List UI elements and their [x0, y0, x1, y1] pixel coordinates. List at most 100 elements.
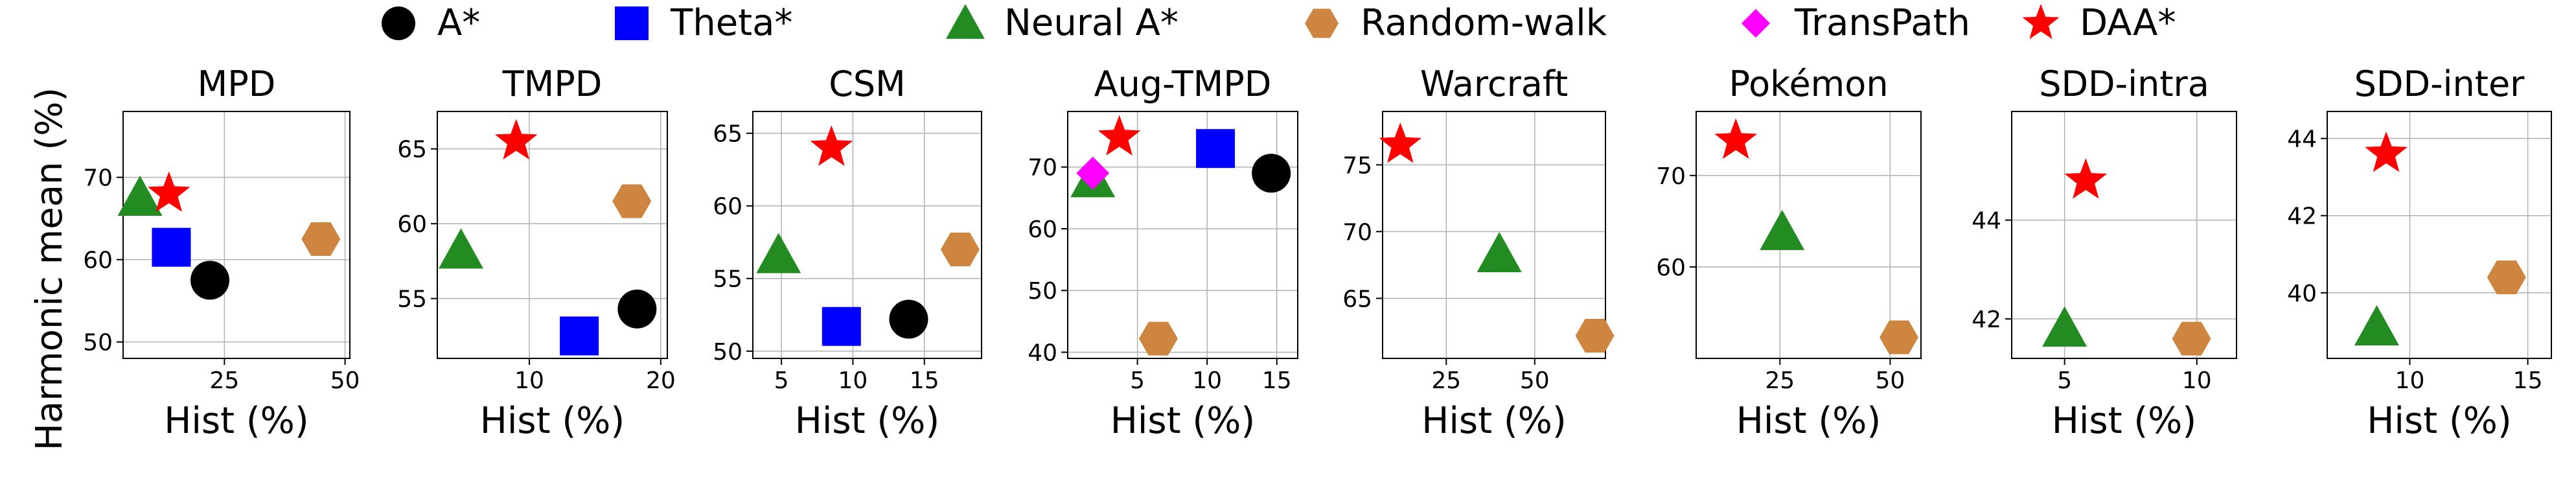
neural-a-star-point — [2354, 305, 2399, 345]
panel-frame — [437, 111, 668, 359]
legend-label: A* — [437, 2, 480, 44]
daa-star-point — [147, 171, 190, 212]
a-star-point — [1252, 154, 1291, 193]
x-tick-label: 25 — [1765, 367, 1795, 394]
y-tick-label: 65 — [1342, 286, 1372, 312]
y-tick-label: 60 — [1656, 255, 1686, 281]
data-points — [439, 119, 657, 356]
x-axis-label: Hist (%) — [795, 400, 940, 442]
x-tick-label: 15 — [910, 367, 939, 394]
neural-a-star-point — [1477, 231, 1522, 272]
random-walk-point — [2487, 261, 2526, 294]
a-star-point — [190, 261, 230, 300]
panel-title: Warcraft — [1420, 64, 1568, 104]
transpath-point — [1076, 156, 1110, 190]
x-tick-label: 50 — [1520, 367, 1550, 394]
panel-7: 10 15 40 42 44 SDD-inter Hist (%) — [2287, 64, 2552, 442]
legend-item-random_walk: Random-walk — [1305, 2, 1607, 44]
panel-4: 25 50 65 70 75 Warcraft Hist (%) — [1342, 64, 1615, 442]
neural-a-star-point — [439, 228, 484, 269]
y-tick-label: 60 — [83, 248, 113, 274]
y-tick-label: 42 — [2287, 204, 2317, 230]
panel-title: SDD-inter — [2354, 64, 2525, 104]
panel-title: Aug-TMPD — [1094, 64, 1272, 104]
y-axis-label: Harmonic mean (%) — [29, 87, 71, 450]
x-tick-label: 10 — [1192, 367, 1222, 394]
a-star-legend-marker — [382, 6, 415, 40]
legend-label: TransPath — [1794, 2, 1970, 44]
panel-frame — [2327, 111, 2552, 359]
x-tick-label: 5 — [1130, 367, 1145, 394]
random-walk-point — [1138, 321, 1178, 356]
random-walk-point — [1575, 319, 1615, 353]
y-tick-label: 60 — [1028, 216, 1057, 243]
legend-item-theta_star: Theta* — [615, 2, 792, 44]
x-tick-label: 50 — [1875, 367, 1905, 394]
panel-0: 25 50 50 60 70 MPD Hist (%) — [83, 64, 360, 442]
y-tick-label: 65 — [713, 121, 742, 148]
panel-title: Pokémon — [1729, 64, 1888, 104]
x-tick-label: 15 — [1262, 367, 1292, 394]
random-walk-point — [2172, 321, 2211, 356]
x-tick-label: 15 — [2513, 367, 2543, 394]
y-tick-label: 70 — [83, 165, 113, 192]
y-tick-label: 60 — [397, 211, 427, 238]
panel-6: 5 10 42 44 SDD-intra Hist (%) — [1972, 64, 2237, 442]
x-tick-label: 5 — [2057, 367, 2072, 394]
panel-3: 5 10 15 40 50 60 70 Aug-TMPD Hist (%) — [1028, 64, 1298, 442]
x-tick-label: 50 — [330, 367, 360, 394]
y-tick-label: 50 — [713, 339, 742, 366]
x-axis-label: Hist (%) — [480, 400, 625, 442]
daa-star-point — [1379, 122, 1422, 163]
neural-a-star-point — [756, 233, 801, 273]
x-axis-label: Hist (%) — [2052, 400, 2197, 442]
legend: A* Theta* Neural A* Random-walk TransPath DAA… — [382, 2, 2176, 44]
y-tick-label: 40 — [2287, 281, 2317, 307]
y-tick-label: 55 — [713, 266, 742, 293]
legend-item-neural_a_star: Neural A* — [946, 2, 1179, 44]
panel-frame — [752, 111, 982, 359]
panel-frame — [122, 111, 351, 359]
theta-star-point — [1196, 129, 1236, 169]
legend-item-daa_star: DAA* — [2022, 2, 2176, 44]
daa-star-point — [494, 119, 538, 160]
panel-2: 5 10 15 50 55 60 65 CSM Hist (%) — [713, 64, 982, 442]
daa-star-point — [2064, 158, 2108, 199]
x-tick-label: 10 — [2182, 367, 2212, 394]
x-axis-label: Hist (%) — [1421, 400, 1567, 442]
panel-frame — [1696, 111, 1922, 359]
daa-star-legend-marker — [2022, 4, 2060, 40]
legend-item-transpath: TransPath — [1741, 2, 1970, 44]
y-tick-label: 65 — [397, 137, 427, 163]
y-tick-label: 44 — [1972, 208, 2001, 235]
theta-star-point — [560, 316, 599, 356]
neural-a-star-point — [2042, 306, 2087, 347]
random-walk-point — [940, 232, 980, 266]
random-walk-point — [301, 222, 341, 256]
x-axis-label: Hist (%) — [164, 400, 309, 442]
data-points — [2042, 158, 2211, 356]
y-tick-label: 40 — [1028, 340, 1057, 366]
daa-star-point — [1098, 115, 1141, 156]
x-axis-label: Hist (%) — [2367, 400, 2512, 442]
panel-title: MPD — [198, 64, 276, 104]
daa-star-point — [1714, 118, 1758, 159]
x-tick-label: 10 — [2395, 367, 2425, 394]
panel-1: 10 20 55 60 65 TMPD Hist (%) — [397, 64, 676, 442]
random-walk-legend-marker — [1305, 8, 1339, 38]
legend-label: Random-walk — [1361, 2, 1607, 44]
y-tick-label: 44 — [2287, 126, 2317, 153]
data-points — [2354, 131, 2526, 345]
legend-item-a_star: A* — [382, 2, 480, 44]
panel-5: 25 50 60 70 Pokémon Hist (%) — [1656, 64, 1922, 442]
y-tick-label: 70 — [1028, 155, 1057, 181]
y-tick-label: 55 — [397, 286, 427, 313]
panel-frame — [1067, 111, 1298, 359]
x-tick-label: 5 — [774, 367, 789, 394]
panel-frame — [1382, 111, 1606, 359]
a-star-point — [889, 299, 928, 339]
y-tick-label: 42 — [1972, 307, 2001, 333]
